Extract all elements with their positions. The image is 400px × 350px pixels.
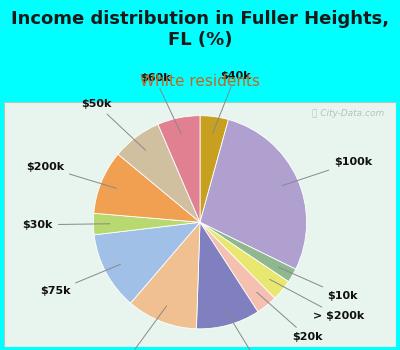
Text: $125k: $125k xyxy=(225,309,278,350)
Text: $100k: $100k xyxy=(282,157,372,186)
Wedge shape xyxy=(200,222,275,312)
Text: $20k: $20k xyxy=(257,292,322,342)
Wedge shape xyxy=(200,116,228,222)
Wedge shape xyxy=(118,124,200,222)
Text: Income distribution in Fuller Heights,
FL (%): Income distribution in Fuller Heights, F… xyxy=(11,10,389,49)
Text: $60k: $60k xyxy=(140,73,181,134)
Text: $75k: $75k xyxy=(40,265,120,296)
Wedge shape xyxy=(130,222,200,329)
Wedge shape xyxy=(196,222,258,329)
Wedge shape xyxy=(200,222,296,282)
Text: $10k: $10k xyxy=(278,267,358,301)
Text: $50k: $50k xyxy=(82,99,146,150)
Text: > $200k: > $200k xyxy=(270,279,364,321)
Wedge shape xyxy=(94,154,200,222)
Wedge shape xyxy=(200,222,288,298)
Text: $150k: $150k xyxy=(108,306,167,350)
Wedge shape xyxy=(94,213,200,235)
Wedge shape xyxy=(94,222,200,303)
Text: $200k: $200k xyxy=(26,162,116,188)
Text: $40k: $40k xyxy=(213,71,250,133)
Wedge shape xyxy=(158,116,200,222)
Text: White residents: White residents xyxy=(140,74,260,89)
Text: $30k: $30k xyxy=(22,220,110,230)
Text: ⓘ City-Data.com: ⓘ City-Data.com xyxy=(312,109,384,118)
Wedge shape xyxy=(200,120,306,269)
